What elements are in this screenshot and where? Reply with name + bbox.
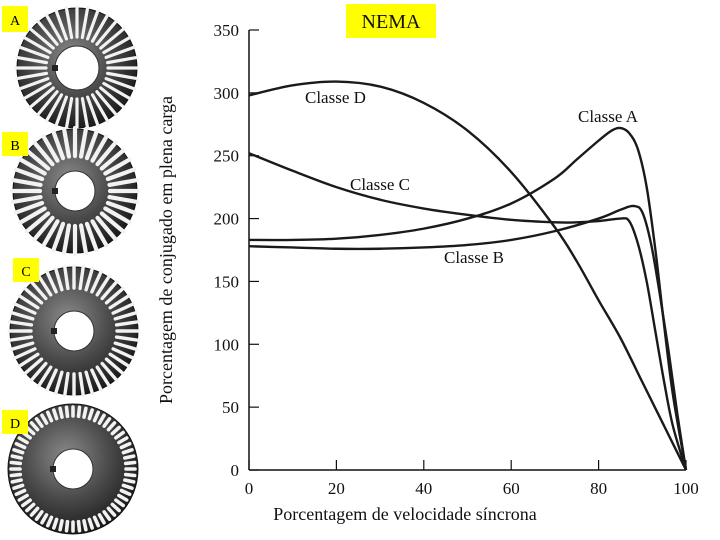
plot-frame [248, 30, 686, 471]
x-tick-label: 60 [503, 479, 520, 498]
y-tick-label: 150 [214, 272, 240, 291]
rotor-lamination-c [7, 264, 141, 398]
y-tick-label: 0 [231, 461, 240, 480]
rotor-lamination-a [14, 5, 140, 131]
x-tick-label: 80 [590, 479, 607, 498]
series-label-classe-c: Classe C [350, 175, 410, 194]
x-tick-label: 40 [415, 479, 432, 498]
svg-text:C: C [21, 265, 30, 280]
y-tick-label: 350 [214, 21, 240, 40]
series-line-classe-b [248, 204, 688, 471]
series-layer [248, 80, 688, 471]
rotor-tag-a: A [2, 6, 28, 32]
x-tick-label: 20 [328, 479, 345, 498]
svg-text:B: B [10, 139, 19, 154]
x-tick-label: 100 [673, 479, 699, 498]
svg-text:A: A [10, 14, 21, 29]
y-tick-label: 300 [214, 84, 240, 103]
x-tick-label: 0 [245, 479, 254, 498]
y-tick-label: 50 [222, 398, 239, 417]
rotor-tag-d: D [2, 410, 28, 434]
rotor-lamination-d [7, 403, 139, 535]
x-axis-ticks: 0 20 40 60 80 100 [245, 460, 699, 498]
y-tick-label: 100 [214, 335, 240, 354]
series-labels: Classe D Classe A Classe C Classe B [305, 88, 639, 267]
x-axis-title: Porcentagem de velocidade síncrona [273, 504, 536, 524]
chart-title-box: NEMA [346, 4, 436, 38]
series-line-classe-c [248, 152, 688, 471]
rotor-tag-b: B [2, 132, 28, 156]
series-line-classe-a [248, 126, 688, 471]
series-label-classe-d: Classe D [305, 88, 366, 107]
y-tick-label: 200 [214, 210, 240, 229]
y-axis-title: Porcentagem de conjugado em plena carga [156, 96, 176, 404]
y-axis-ticks: 0 50 100 150 200 250 300 350 [214, 21, 259, 480]
svg-text:D: D [10, 417, 20, 432]
chart-title: NEMA [362, 11, 421, 33]
series-line-classe-d [248, 80, 688, 471]
series-label-classe-a: Classe A [578, 107, 639, 126]
y-tick-label: 250 [214, 147, 240, 166]
rotor-tag-c: C [13, 258, 39, 282]
series-label-classe-b: Classe B [444, 248, 504, 267]
rotor-lamination-b [9, 125, 141, 257]
rotor-panel [7, 5, 141, 535]
